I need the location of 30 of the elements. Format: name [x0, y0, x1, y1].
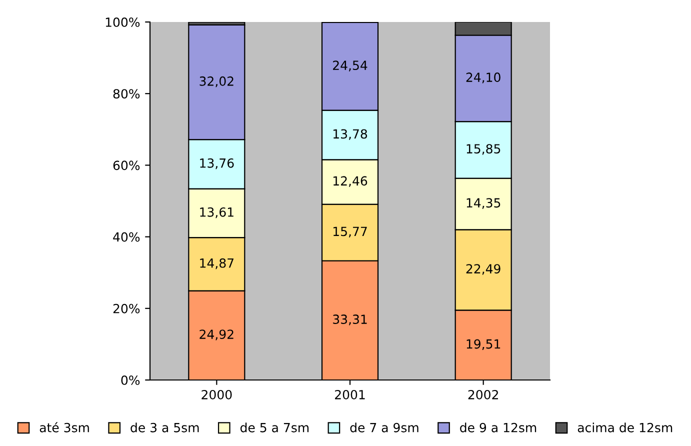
data-label: 13,78 [333, 129, 368, 140]
data-label: 24,10 [466, 72, 500, 84]
data-label: 15,85 [466, 144, 500, 155]
data-label: 24,54 [333, 60, 368, 72]
data-label: 13,61 [200, 207, 234, 218]
data-label: 19,51 [466, 339, 500, 350]
data-label: 24,92 [200, 330, 234, 340]
x-tick-label: 2000 [202, 390, 232, 400]
legend-label: até 3sm [40, 422, 89, 432]
data-label: 12,46 [333, 176, 368, 187]
data-label: 14,35 [466, 198, 500, 209]
legend-label: de 7 a 9sm [350, 422, 418, 432]
data-label: 14,87 [200, 258, 234, 270]
y-tick-label: 20% [113, 304, 140, 314]
y-tick-label: 80% [113, 89, 140, 99]
legend-label: de 5 a 7sm [240, 422, 309, 432]
y-tick-label: 60% [113, 160, 140, 170]
data-label: 13,76 [200, 158, 234, 170]
data-label: 22,49 [466, 264, 500, 275]
data-label: 15,77 [333, 226, 367, 238]
data-label: 33,31 [333, 314, 367, 326]
legend-label: de 9 a 12sm [460, 422, 536, 432]
x-tick-label: 2001 [335, 390, 365, 400]
x-tick-label: 2002 [468, 390, 498, 400]
y-tick-label: 0% [121, 375, 140, 385]
legend-label: acima de 12sm [578, 422, 672, 432]
y-tick-label: 100% [106, 17, 140, 27]
legend-label: de 3 a 5sm [130, 422, 199, 432]
data-label: 32,02 [200, 76, 234, 88]
y-tick-label: 40% [113, 232, 140, 242]
